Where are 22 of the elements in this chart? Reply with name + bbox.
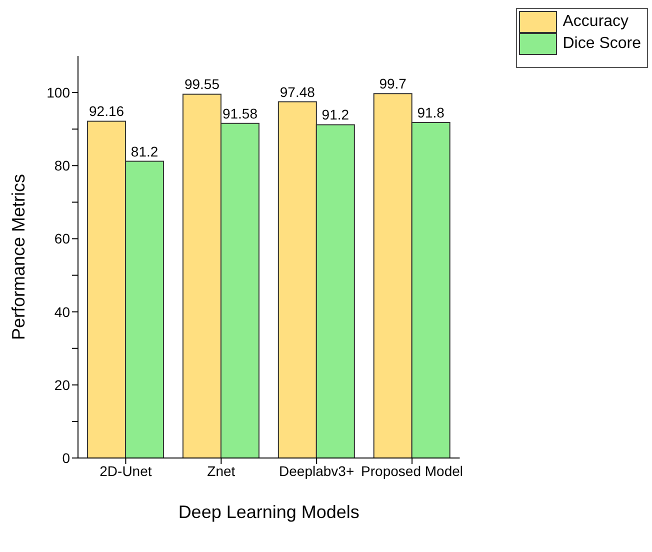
- y-axis-title: Performance Metrics: [8, 174, 28, 340]
- data-label: 99.7: [379, 76, 407, 92]
- x-tick-label: 2D-Unet: [100, 462, 152, 479]
- x-tick-label: Znet: [207, 462, 236, 479]
- x-tick-label: Proposed Model: [361, 462, 464, 479]
- data-label: 91.2: [322, 106, 350, 123]
- data-label: 97.48: [280, 84, 316, 100]
- data-label: 91.58: [222, 105, 258, 122]
- data-label: 99.55: [184, 76, 220, 92]
- y-tick-label: 20: [54, 376, 70, 393]
- data-label: 81.2: [130, 143, 158, 160]
- x-tick-label: Deeplabv3+: [279, 462, 354, 479]
- data-label: 92.16: [89, 103, 124, 120]
- legend-label: Accuracy: [562, 12, 630, 32]
- y-tick-label: 40: [54, 304, 70, 320]
- y-tick-label: 100: [46, 84, 70, 101]
- y-tick-label: 60: [54, 230, 70, 247]
- data-label: 91.8: [417, 104, 445, 121]
- x-axis-title: Deep Learning Models: [178, 502, 360, 522]
- y-tick-label: 80: [54, 158, 70, 174]
- y-tick-label: 0: [62, 450, 70, 466]
- legend-label: Dice Score: [562, 34, 641, 54]
